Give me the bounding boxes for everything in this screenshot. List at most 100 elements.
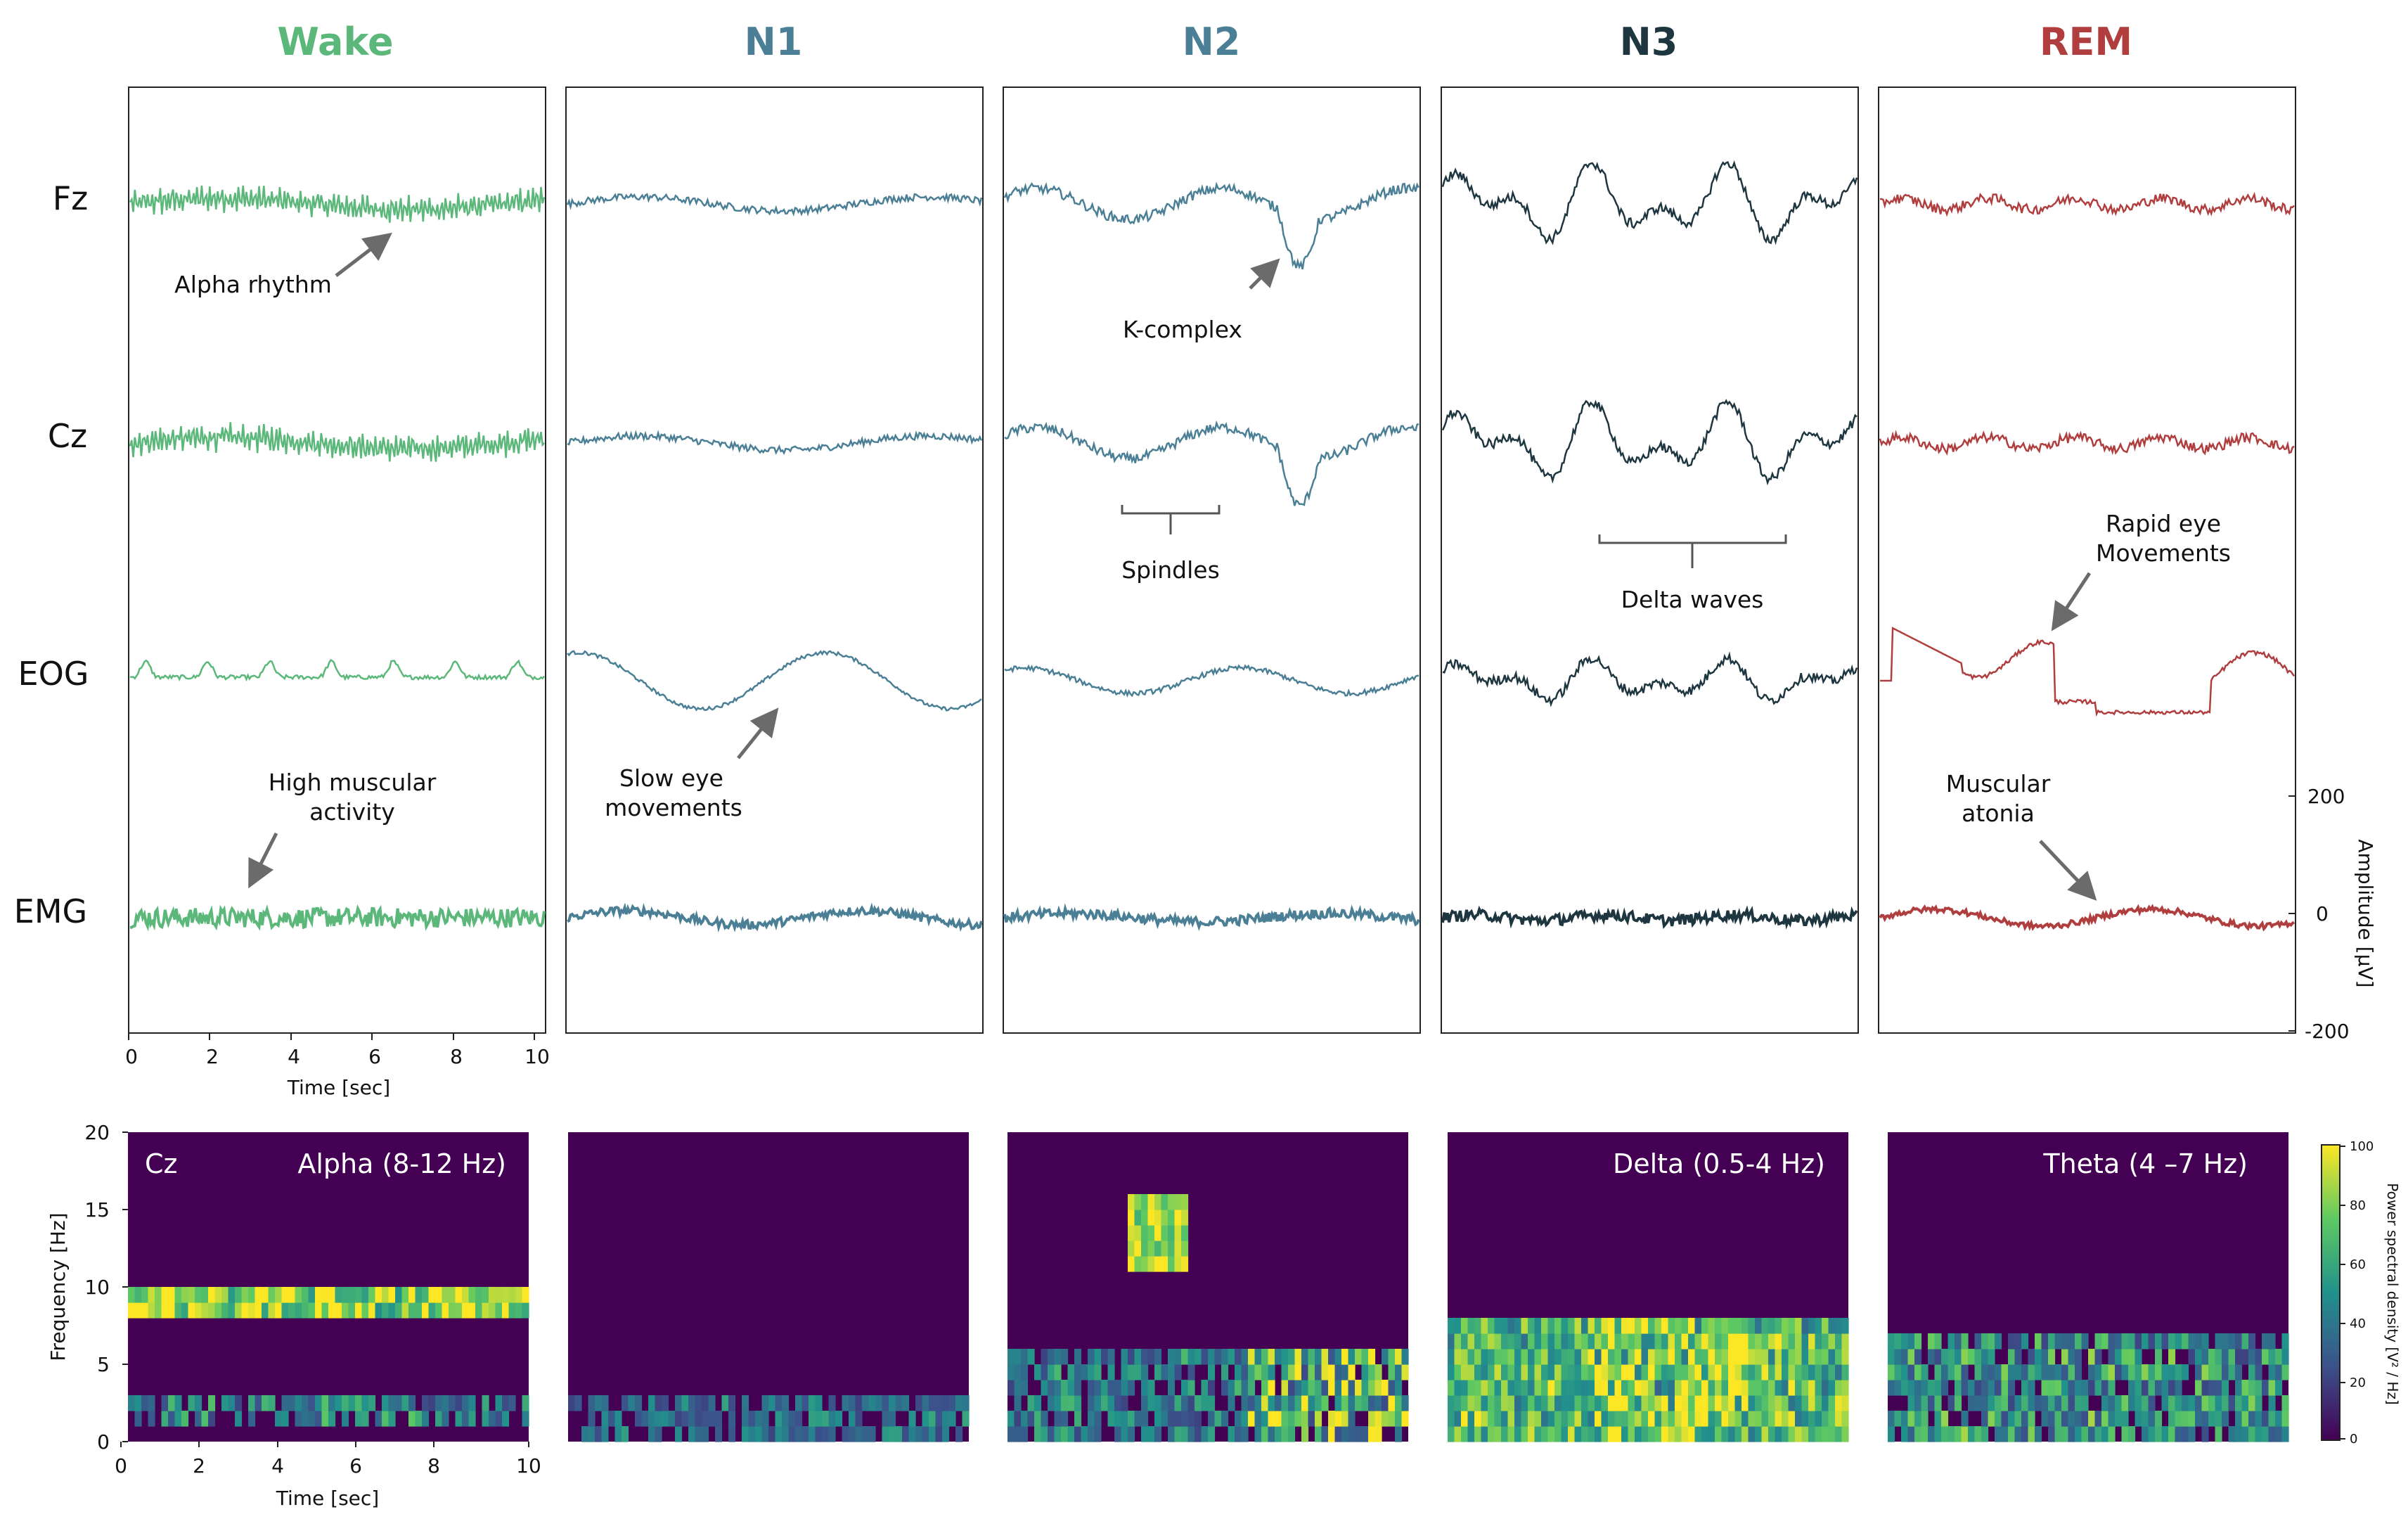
spectrogram-cell-n2: [1315, 1395, 1322, 1411]
spectrogram-cell-n2: [1261, 1426, 1269, 1442]
spectrogram-cell-wake: [302, 1287, 309, 1303]
spectrogram-cell-n1: [908, 1426, 916, 1442]
spectrogram-cell-n3: [1474, 1380, 1482, 1396]
spectrogram-cell-n2: [1195, 1349, 1202, 1365]
spectrogram-cell-n1: [915, 1395, 923, 1411]
spectrogram-cell-wake: [408, 1287, 416, 1303]
spectrogram-cell-wake: [468, 1287, 476, 1303]
spectrogram-cell-rem: [2182, 1426, 2189, 1442]
spectrogram-cell-n1: [889, 1411, 896, 1427]
spectrogram-cell-n3: [1694, 1426, 1702, 1442]
spectrogram-cell-n2: [1114, 1395, 1122, 1411]
spectrogram-cell-n3: [1507, 1333, 1515, 1349]
spectrogram-cell-rem: [2215, 1364, 2222, 1380]
spectrogram-cell-n1: [788, 1426, 796, 1442]
spectrogram-cell-n1: [748, 1426, 756, 1442]
spectrogram-cell-n1: [595, 1395, 603, 1411]
spectrogram-cell-n1: [855, 1411, 863, 1427]
spectrogram-cell-rem: [1981, 1333, 1989, 1349]
spectrogram-cell-n3: [1648, 1349, 1656, 1365]
spectrogram-cell-n3: [1467, 1426, 1475, 1442]
spectrogram-cell-n3: [1782, 1395, 1789, 1411]
spectrogram-cell-n2: [1328, 1380, 1336, 1396]
spectrogram-cell-rem: [2208, 1364, 2216, 1380]
spectrogram-cell-n2: [1334, 1364, 1342, 1380]
spectrogram-cell-n2: [1187, 1349, 1195, 1365]
spectrogram-cell-n1: [795, 1426, 803, 1442]
spectrogram-cell-rem: [1955, 1333, 1962, 1349]
spectrogram-cell-n2: [1241, 1411, 1249, 1427]
spectrogram-cell-n2: [1208, 1426, 1216, 1442]
spectrogram-cell-wake: [221, 1395, 229, 1411]
spectrogram-cell-rem: [2235, 1364, 2243, 1380]
spectrogram-cell-n3: [1474, 1411, 1482, 1427]
spectrogram-cell-n2: [1374, 1426, 1382, 1442]
spectrogram-cell-n2: [1187, 1411, 1195, 1427]
spectrogram-cell-n2: [1048, 1364, 1055, 1380]
spectrogram-cell-n1: [815, 1426, 823, 1442]
spectrogram-cell-rem: [1974, 1364, 1982, 1380]
spectrogram-cell-rem: [2048, 1349, 2056, 1365]
spectrogram-cell-n3: [1574, 1364, 1582, 1380]
annotation-slow-eye-line2: movements: [605, 794, 742, 821]
spectrogram-cell-n2: [1288, 1349, 1296, 1365]
spectrogram-cell-n3: [1841, 1318, 1849, 1334]
arrow-k-complex: [1249, 258, 1280, 290]
spectrogram-cell-n3: [1454, 1426, 1462, 1442]
spectrogram-cell-n2: [1121, 1380, 1128, 1396]
spectrogram-cell-n3: [1755, 1349, 1763, 1365]
trace-n1-cz: [567, 430, 983, 456]
spectrogram-cell-rem: [1928, 1426, 1936, 1442]
spectrogram-cell-rem: [2255, 1380, 2262, 1396]
trace-n1-emg: [567, 902, 983, 933]
spectrogram-cell-n3: [1608, 1395, 1616, 1411]
spectrogram-cell-rem: [2048, 1333, 2056, 1349]
spectrogram-cell-n3: [1775, 1349, 1782, 1365]
spectrogram-cell-rem: [2255, 1349, 2262, 1365]
spectrogram-cell-rem: [1934, 1395, 1942, 1411]
spectrogram-cell-n2: [1328, 1364, 1336, 1380]
spectrogram-cell-rem: [2195, 1333, 2203, 1349]
spectrogram-cell-n3: [1461, 1333, 1469, 1349]
spectrogram-cell-wake: [495, 1395, 503, 1411]
spectrogram-cell-rem: [1914, 1426, 1922, 1442]
spectrogram-cell-n3: [1748, 1411, 1756, 1427]
spectrogram-cell-n2: [1268, 1395, 1275, 1411]
spectrogram-cell-n3: [1775, 1364, 1782, 1380]
spectrogram-cell-rem: [2048, 1380, 2056, 1396]
spectrogram-channel-label: Cz: [145, 1148, 177, 1179]
spectrogram-cell-n2: [1147, 1395, 1155, 1411]
spectrogram-cell-n3: [1701, 1333, 1709, 1349]
spectrogram-cell-n1: [655, 1395, 662, 1411]
spectrogram-cell-n3: [1534, 1333, 1542, 1349]
spectrogram-cell-rem: [2008, 1364, 2016, 1380]
band-label-rem: Theta (4 –7 Hz): [2042, 1148, 2248, 1179]
spectrogram-cell-n2: [1382, 1380, 1389, 1396]
trace-x-tick: 8: [450, 1045, 463, 1068]
spectrogram-cell-n3: [1628, 1395, 1635, 1411]
spectrogram-cell-n3: [1775, 1380, 1782, 1396]
spectrogram-cell-n2: [1401, 1411, 1409, 1427]
spectrogram-cell-n3: [1461, 1426, 1469, 1442]
spectrogram-cell-n3: [1768, 1380, 1776, 1396]
spectrogram-cell-n3: [1681, 1318, 1689, 1334]
spectrogram-cell-n2: [1388, 1380, 1396, 1396]
spectrogram-cell-rem: [1888, 1380, 1895, 1396]
spectrogram-cell-rem: [2161, 1364, 2169, 1380]
spectrogram-cell-rem: [2155, 1364, 2163, 1380]
spectrogram-cell-n3: [1822, 1333, 1829, 1349]
spectrogram-cell-n3: [1614, 1318, 1622, 1334]
spectrogram-cell-n3: [1688, 1411, 1696, 1427]
spectrogram-cell-rem: [2041, 1349, 2049, 1365]
spectrogram-cell-rem: [1981, 1364, 1989, 1380]
spectrogram-cell-n3: [1528, 1380, 1535, 1396]
spectrogram-cell-n2: [1034, 1411, 1042, 1427]
spectrogram-cell-rem: [1981, 1395, 1989, 1411]
spectrogram-cell-n3: [1828, 1349, 1836, 1365]
stage-title-rem: REM: [2040, 20, 2132, 64]
spectrogram-cell-n3: [1467, 1364, 1475, 1380]
spectrogram-cell-n3: [1628, 1318, 1635, 1334]
spectrogram-cell-wake: [262, 1302, 269, 1319]
spectrogram-cell-n3: [1741, 1426, 1749, 1442]
spectrogram-cell-n2: [1368, 1426, 1376, 1442]
